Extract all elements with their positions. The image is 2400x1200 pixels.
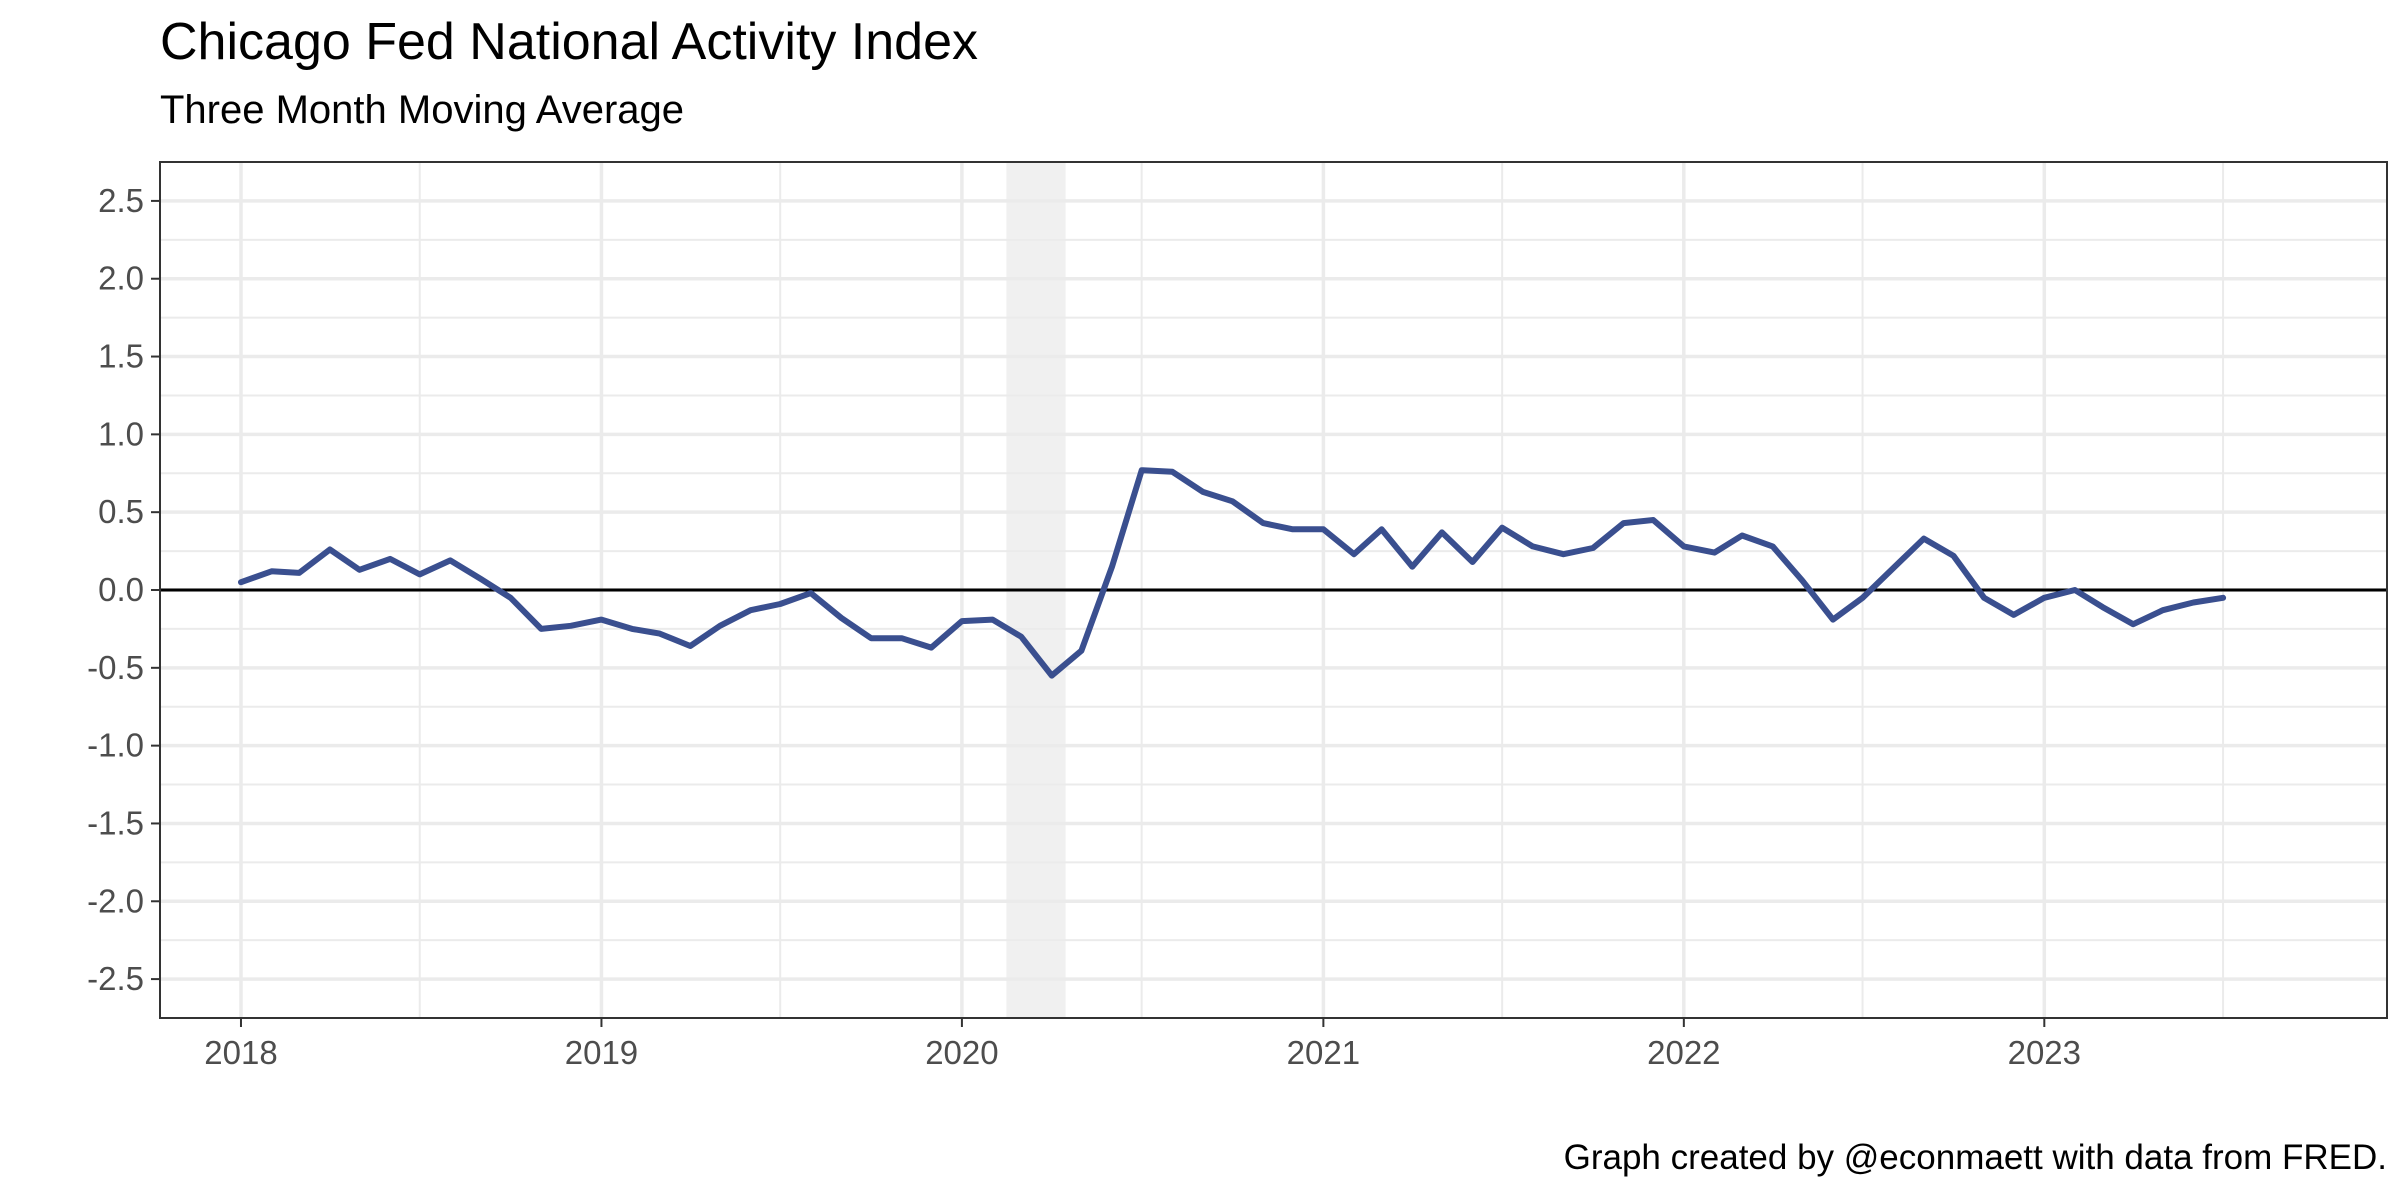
y-tick-label: 1.0 bbox=[98, 415, 144, 452]
chart-caption: Graph created by @econmaett with data fr… bbox=[1563, 1138, 2387, 1177]
series-layer bbox=[238, 467, 2227, 679]
y-tick-label: 0.0 bbox=[98, 571, 144, 608]
y-tick-label: -2.0 bbox=[87, 882, 144, 919]
y-tick-label: -0.5 bbox=[87, 649, 144, 686]
x-tick-label: 2018 bbox=[204, 1034, 277, 1071]
y-tick-label: 2.5 bbox=[98, 182, 144, 219]
x-axis: 2018 2019 2020 2021 2022 2023 bbox=[204, 1018, 2081, 1071]
chart-subtitle: Three Month Moving Average bbox=[160, 88, 685, 132]
y-tick-label: 0.5 bbox=[98, 493, 144, 530]
chart-title: Chicago Fed National Activity Index bbox=[160, 13, 978, 71]
y-tick-label: 1.5 bbox=[98, 338, 144, 375]
series-line bbox=[238, 467, 2227, 679]
x-tick-label: 2021 bbox=[1287, 1034, 1360, 1071]
x-tick-label: 2022 bbox=[1647, 1034, 1720, 1071]
gridlines bbox=[160, 162, 2387, 1018]
y-tick-label: -1.0 bbox=[87, 727, 144, 764]
x-tick-label: 2019 bbox=[565, 1034, 638, 1071]
x-tick-label: 2020 bbox=[925, 1034, 998, 1071]
x-tick-label: 2023 bbox=[2008, 1034, 2081, 1071]
y-axis: 2.5 2.0 1.5 1.0 0.5 0.0 -0.5 -1.0 -1.5 -2.0 -2.5 bbox=[87, 182, 160, 997]
y-tick-label: -2.5 bbox=[87, 960, 144, 997]
y-tick-label: 2.0 bbox=[98, 260, 144, 297]
y-tick-label: -1.5 bbox=[87, 804, 144, 841]
